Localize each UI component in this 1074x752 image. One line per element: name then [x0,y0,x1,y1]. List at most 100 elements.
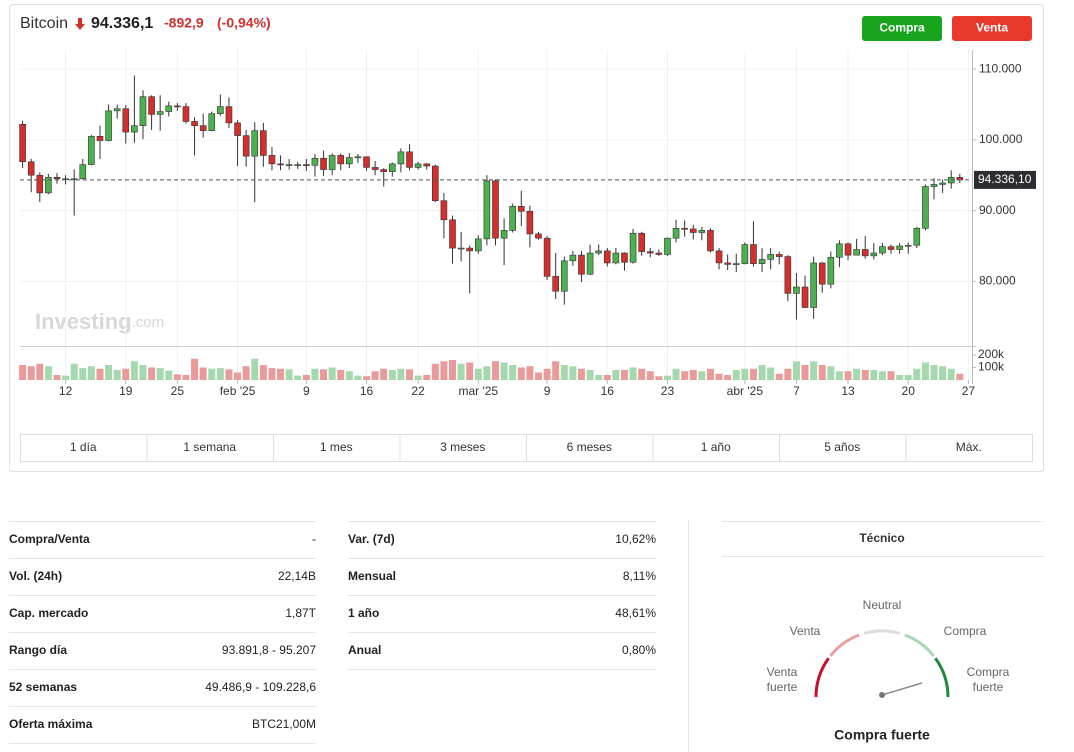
buy-button[interactable] [862,16,942,41]
volume-bar [354,375,362,380]
candle-body [724,262,731,265]
volume-bar [277,368,285,380]
volume-bar [431,363,439,380]
candle-body [88,136,95,165]
gauge-pivot [879,692,885,698]
volume-bar [818,365,826,380]
volume-bar [552,361,560,380]
volume-bar [835,371,843,380]
gauge-sell [829,633,860,657]
gauge-label: Neutral [863,598,902,612]
candle-body [732,263,740,265]
candle-body [853,249,860,256]
volume-bar [191,358,199,380]
candle-body [397,151,405,165]
candle-body [45,177,52,194]
volume-bar [79,368,87,380]
volume-bar [870,370,878,380]
sell-button-label[interactable]: Venta [976,21,1008,35]
candle-body [389,163,396,172]
volume-bar [182,375,190,380]
candle-body [655,252,663,255]
stat-value: 48,61% [615,606,656,620]
stat-label: Oferta máxima [9,717,93,731]
x-tick-label: 19 [119,384,133,398]
asset-name: Bitcoin [20,15,68,32]
volume-bar [526,366,534,380]
volume-bar [294,375,302,380]
volume-bar [517,367,525,380]
volume-bar [896,375,904,380]
volume-bar [62,375,70,380]
volume-bar [715,373,723,380]
sell-button[interactable] [952,16,1032,41]
candle-body [380,169,388,172]
y-tick-label: 100.000 [979,132,1023,146]
last-price-box [974,170,1036,189]
volume-bar [921,362,929,380]
volume-bar [913,368,921,380]
volume-bar [792,361,800,380]
volume-bar [767,367,775,380]
candle-body [689,228,697,233]
candle-body [371,167,379,170]
candle-body [432,165,439,201]
stat-label: Rango día [9,643,67,657]
candle-body [328,155,336,170]
down-arrow [75,18,85,30]
volume-bar [105,365,113,380]
candle-body [552,276,559,292]
volume-bar [87,366,95,380]
candle-body [131,125,138,133]
volume-bar [500,362,508,380]
volume-bar [595,375,603,380]
volume-bar [904,375,912,380]
candle-body [569,254,577,262]
range-button-label[interactable]: 1 año [701,440,731,454]
volume-bar [509,365,517,380]
candle-body [36,174,44,194]
volume-bar [268,368,276,380]
candle-body [741,244,749,264]
buy-button-label[interactable]: Compra [879,21,925,35]
candle-body [414,163,422,168]
volume-bar [148,367,156,380]
range-button-label[interactable]: 1 semana [183,440,236,454]
range-button-label[interactable]: 5 años [824,440,860,454]
candle-body [96,136,104,141]
volume-bar [225,369,233,380]
volume-bar [311,368,319,380]
volume-bar [801,365,809,380]
range-button-label[interactable]: 6 meses [567,440,612,454]
stat-value: 49.486,9 - 109.228,6 [205,680,316,694]
gauge-neutral [863,629,901,635]
range-button-label[interactable]: 3 meses [440,440,485,454]
volume-bar [706,368,714,380]
candle-body [139,96,147,126]
gauge-label: fuerte [973,680,1004,694]
technical-summary: Compra fuerte [834,727,930,743]
gauge-label: Compra [944,624,987,638]
candle-body [500,230,508,239]
x-tick-label: feb '25 [220,384,256,398]
volume-bar [681,371,689,380]
x-tick-label: 23 [661,384,675,398]
candle-body [930,184,938,187]
candle-body [174,105,181,108]
range-button-label[interactable]: 1 mes [320,440,353,454]
volume-bar [655,376,663,380]
x-tick-label: 22 [411,384,425,398]
candle-body [466,247,474,252]
volume-bar [70,363,78,380]
volume-bar [646,371,654,380]
stat-value: 8,11% [623,569,656,583]
volume-bar [483,366,491,380]
candle-body [913,227,921,246]
range-button-label[interactable]: 1 día [70,440,97,454]
volume-bar [173,374,181,380]
volume-bar [44,366,52,380]
volume-bar [259,365,267,380]
candle-body [156,111,164,115]
range-button-label[interactable]: Máx. [956,440,982,454]
